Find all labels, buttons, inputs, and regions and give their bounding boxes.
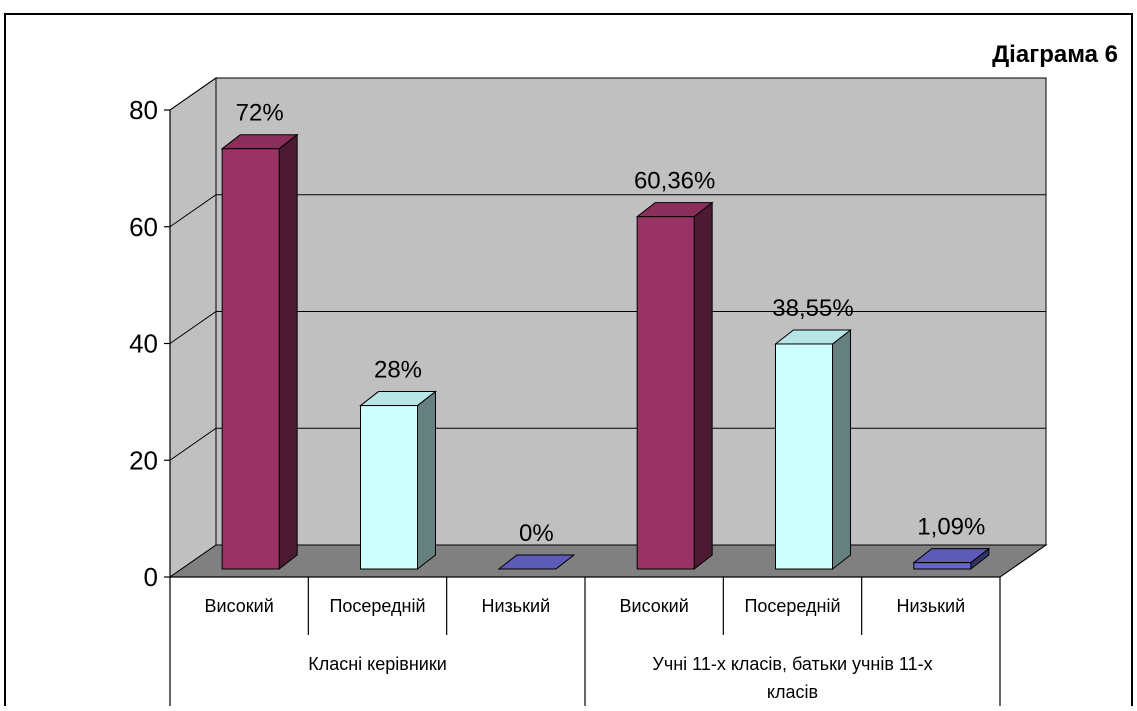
data-label: 38,55% bbox=[772, 295, 853, 322]
data-labels: 72% 28% 0% 60,36% 38,55% 1,09% bbox=[236, 100, 986, 547]
bar-side bbox=[832, 328, 851, 571]
category-label: Низький bbox=[896, 596, 965, 616]
data-label: 72% bbox=[236, 100, 284, 127]
chart-border bbox=[4, 13, 1133, 711]
group-label: Класні керівники bbox=[308, 654, 447, 674]
bar-front bbox=[775, 343, 833, 570]
category-label: Посередній bbox=[329, 596, 425, 616]
bar-front bbox=[913, 562, 972, 570]
bar-1 bbox=[359, 390, 437, 571]
floor bbox=[168, 544, 1048, 578]
category-label: Високий bbox=[205, 596, 274, 616]
bar-3 bbox=[635, 201, 714, 571]
bar-2 bbox=[497, 554, 576, 570]
group-label: Учні 11-х класів, батьки учнів 11-х bbox=[652, 654, 932, 674]
y-tick-label: 60 bbox=[129, 212, 158, 242]
gridline bbox=[169, 194, 1046, 228]
chart-title: Діаграма 6 bbox=[992, 41, 1118, 68]
bar-5 bbox=[912, 547, 991, 571]
y-tick-label: 40 bbox=[129, 329, 158, 359]
bar-front bbox=[221, 148, 280, 570]
gridline bbox=[169, 77, 1046, 111]
category-label: Високий bbox=[620, 596, 689, 616]
data-label: 28% bbox=[374, 357, 422, 384]
bar-top bbox=[497, 554, 576, 570]
bar-front bbox=[360, 405, 418, 570]
bars bbox=[220, 133, 991, 571]
data-label: 1,09% bbox=[917, 514, 985, 541]
bar-side bbox=[693, 201, 713, 571]
group-label: класів bbox=[767, 682, 818, 702]
data-label: 60,36% bbox=[634, 168, 715, 195]
floor-edge bbox=[999, 544, 1047, 578]
y-axis: 0 20 40 60 80 bbox=[129, 95, 171, 592]
bar-0 bbox=[220, 133, 299, 571]
category-label: Посередній bbox=[744, 596, 840, 616]
bar-front bbox=[636, 216, 695, 570]
data-label: 0% bbox=[519, 520, 554, 547]
y-tick-label: 80 bbox=[129, 95, 158, 125]
bar-side bbox=[417, 390, 436, 571]
gridline bbox=[169, 427, 1046, 461]
bar-4 bbox=[774, 328, 852, 571]
x-axis-table: Високий Посередній Низький Високий Посередні… bbox=[169, 544, 1047, 706]
gridline bbox=[169, 311, 1046, 344]
plot-area bbox=[168, 77, 1048, 578]
y-tick-label: 20 bbox=[129, 445, 158, 475]
bar-side bbox=[278, 133, 298, 571]
category-label: Низький bbox=[481, 596, 550, 616]
y-tick-label: 0 bbox=[144, 562, 158, 592]
